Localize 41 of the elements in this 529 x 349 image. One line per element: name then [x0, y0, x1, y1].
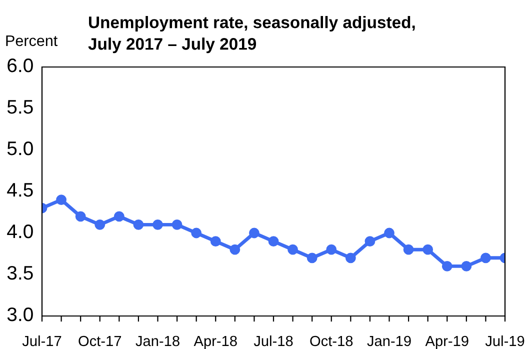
y-axis-title: Percent — [6, 35, 58, 46]
chart-title: Unemployment rate, seasonally adjusted, July 2017 – July 2019 — [88, 16, 415, 54]
point — [230, 244, 240, 255]
point — [114, 211, 124, 222]
point — [249, 228, 260, 238]
point — [403, 244, 414, 255]
y-tick-label: 3.0 — [7, 307, 33, 322]
point — [384, 228, 394, 238]
y-tick-label: 6.0 — [8, 58, 33, 72]
y-tick-label: 4.0 — [7, 224, 33, 238]
point — [461, 260, 472, 272]
x-tick-label: Oct-18 — [310, 336, 353, 346]
y-tick-label: 5.5 — [7, 100, 33, 114]
point — [172, 219, 182, 230]
x-tick-label: Jul-17 — [22, 335, 62, 346]
y-tick-label: 5.0 — [7, 141, 33, 156]
point — [133, 219, 144, 230]
point — [326, 244, 337, 255]
point — [345, 252, 356, 264]
point — [480, 252, 491, 264]
x-tick-label: Jul-18 — [254, 335, 293, 346]
point — [210, 236, 221, 247]
point — [75, 211, 86, 222]
point — [288, 244, 298, 255]
x-tick-label: Apr-19 — [425, 336, 468, 349]
x-tick-label: Jan-18 — [136, 336, 180, 346]
x-tick-label: Oct-17 — [78, 336, 122, 346]
x-tick-label: Jul-19 — [485, 335, 524, 346]
y-tick-label: 3.5 — [7, 266, 33, 280]
point — [191, 228, 202, 238]
y-tick-label: 4.5 — [7, 183, 33, 197]
x-tick-label: Jan-19 — [367, 336, 411, 346]
point — [442, 260, 452, 272]
point — [152, 219, 163, 230]
point — [422, 244, 434, 255]
point — [56, 194, 66, 206]
point — [94, 219, 106, 230]
x-tick-label: Apr-18 — [194, 336, 237, 349]
point — [364, 236, 376, 247]
point — [268, 236, 279, 247]
point — [306, 252, 318, 264]
